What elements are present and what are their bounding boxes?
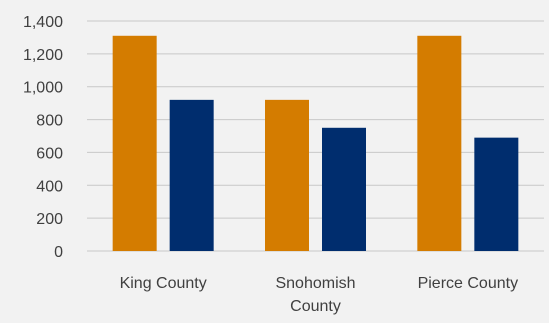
y-tick-label: 200 — [36, 211, 63, 228]
bar-series-2-category-1 — [169, 99, 214, 251]
gridlines — [87, 20, 544, 252]
x-category-label: Snohomish — [275, 275, 355, 292]
bar-series-1-category-1 — [112, 35, 157, 252]
bar-series-2-category-3 — [474, 137, 519, 251]
bars — [112, 35, 519, 252]
x-category-label: Pierce County — [418, 275, 519, 292]
y-tick-label: 0 — [54, 244, 63, 261]
y-tick-label: 1,200 — [23, 47, 63, 64]
x-axis-category-labels: King County Snohomish County Pierce County — [120, 275, 519, 315]
y-tick-label: 800 — [36, 113, 63, 130]
y-tick-label: 1,400 — [23, 14, 63, 31]
x-category-label: County — [290, 298, 341, 315]
bar-series-1-category-3 — [417, 35, 462, 252]
x-category-label: King County — [120, 275, 207, 292]
bar-series-2-category-2 — [322, 127, 366, 251]
y-tick-label: 400 — [36, 178, 63, 195]
y-axis-tick-labels: 0 200 400 600 800 1,000 1,200 1,400 — [23, 14, 63, 261]
bar-series-1-category-2 — [265, 99, 309, 251]
y-tick-label: 600 — [36, 145, 63, 162]
y-tick-label: 1,000 — [23, 80, 63, 97]
